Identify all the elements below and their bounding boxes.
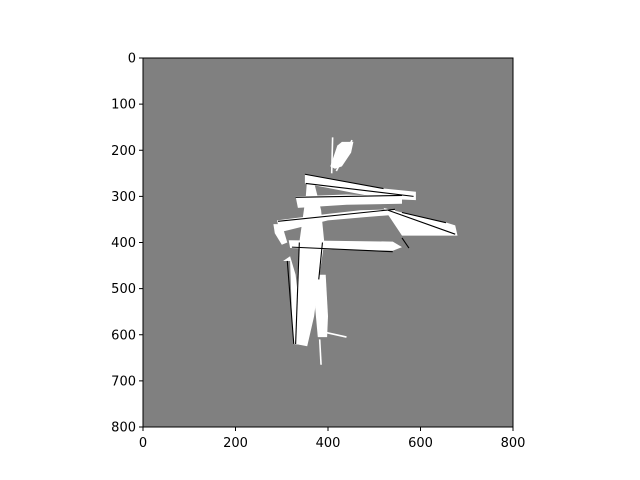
- y-tick-label: 700: [111, 374, 136, 389]
- x-tick-label: 0: [139, 436, 147, 451]
- plot-area: [143, 58, 513, 427]
- x-tick-label: 400: [316, 436, 341, 451]
- y-tick-label: 500: [111, 282, 136, 297]
- y-tick-label: 400: [111, 236, 136, 251]
- x-tick-label: 200: [223, 436, 248, 451]
- y-tick-label: 800: [111, 421, 136, 436]
- y-tick-label: 0: [128, 52, 136, 67]
- free-ray-0: [332, 137, 333, 173]
- y-tick-label: 300: [111, 190, 136, 205]
- y-tick-label: 200: [111, 144, 136, 159]
- x-tick-label: 800: [501, 436, 526, 451]
- x-tick-label: 600: [408, 436, 433, 451]
- y-tick-label: 100: [111, 98, 136, 113]
- free-region-leg-right: [315, 275, 328, 337]
- y-tick-label: 600: [111, 328, 136, 343]
